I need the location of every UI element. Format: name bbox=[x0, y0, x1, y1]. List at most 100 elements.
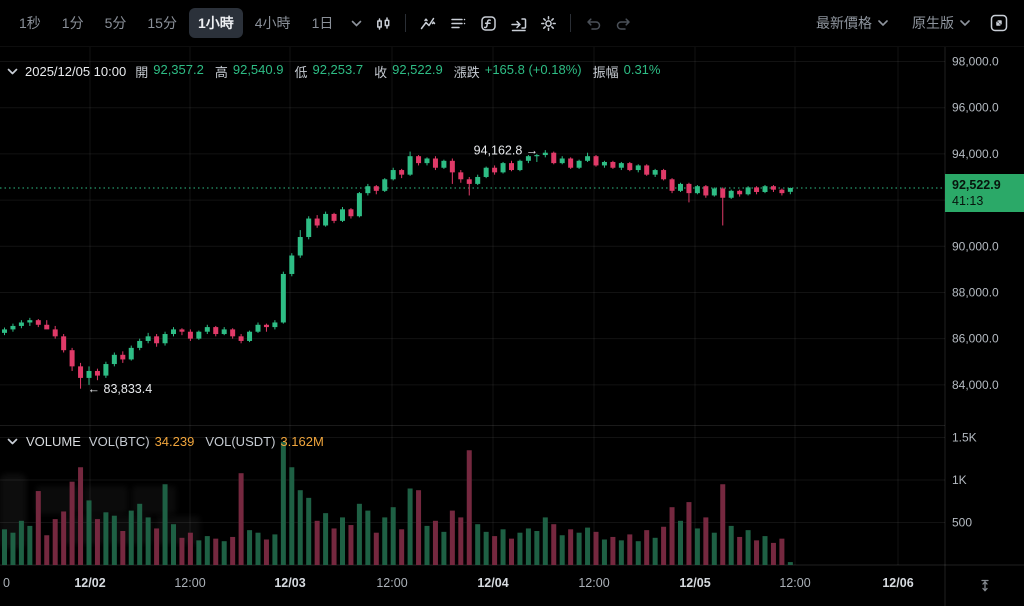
volume-bar bbox=[314, 520, 320, 565]
candle-body bbox=[247, 331, 253, 341]
volume-bar bbox=[762, 536, 768, 565]
volume-bar bbox=[44, 535, 50, 565]
candle-body bbox=[652, 170, 658, 175]
time-axis[interactable] bbox=[0, 565, 945, 606]
volume-bar bbox=[509, 538, 514, 565]
volume-bar bbox=[179, 537, 185, 565]
volume-bar bbox=[78, 467, 84, 565]
candle-body bbox=[230, 329, 236, 337]
list-settings-button[interactable] bbox=[443, 8, 473, 38]
volume-bar bbox=[661, 526, 667, 565]
volume-label: VOL(BTC) bbox=[88, 434, 150, 449]
candle-body bbox=[559, 158, 565, 164]
volume-bar bbox=[441, 531, 447, 565]
timeframe-button-1[interactable]: 1分 bbox=[61, 15, 84, 31]
tool-icon-group bbox=[368, 8, 638, 38]
price-axis[interactable] bbox=[945, 47, 1024, 565]
candlestick-style-button[interactable] bbox=[368, 8, 398, 38]
candle-body bbox=[618, 163, 624, 168]
candle-body bbox=[44, 324, 50, 330]
candle-body bbox=[238, 336, 244, 341]
volume-tick-label: 1K bbox=[952, 473, 967, 487]
axis-resize-corner[interactable] bbox=[945, 565, 1024, 606]
volume-bar bbox=[627, 534, 633, 565]
volume-bar bbox=[525, 528, 531, 565]
candle-body bbox=[52, 329, 58, 337]
timeframe-button-2[interactable]: 5分 bbox=[104, 15, 127, 31]
candle-body bbox=[255, 324, 261, 332]
timeframe-button-5[interactable]: 4小時 bbox=[254, 15, 291, 31]
candle-body bbox=[720, 188, 726, 198]
volume-bar bbox=[348, 525, 354, 565]
volume-bar bbox=[356, 503, 362, 565]
volume-bar bbox=[754, 540, 760, 565]
timeframe-button-0[interactable]: 1秒 bbox=[19, 15, 41, 31]
candle-body bbox=[466, 179, 472, 184]
timeframe-button-4[interactable]: 1小時 bbox=[188, 8, 243, 38]
volume-bar bbox=[652, 537, 658, 565]
candle-body bbox=[356, 193, 362, 217]
high-annotation: 94,162.8 → bbox=[474, 144, 539, 158]
volume-bar bbox=[331, 528, 337, 565]
price-tick-label: 98,000.0 bbox=[952, 55, 999, 69]
candle-body bbox=[340, 209, 345, 221]
candle-body bbox=[263, 324, 269, 328]
candle-body bbox=[703, 186, 709, 196]
timeframe-button-3[interactable]: 15分 bbox=[147, 15, 177, 31]
candle-body bbox=[635, 165, 641, 171]
indicators-button[interactable] bbox=[413, 8, 443, 38]
volume-value: 3.162M bbox=[280, 434, 324, 449]
ohlc-label: 低 bbox=[294, 65, 308, 80]
candle-body bbox=[137, 340, 143, 348]
volume-field: VOL(BTC) 34.239 bbox=[89, 434, 194, 449]
price-tick-label: 88,000.0 bbox=[952, 285, 999, 299]
volume-value: 34.239 bbox=[154, 434, 195, 449]
volume-bar bbox=[635, 541, 641, 565]
version-dropdown[interactable]: 原生版 bbox=[902, 9, 980, 37]
volume-bar bbox=[585, 527, 591, 565]
volume-bar bbox=[466, 450, 472, 565]
collapse-chevron-icon[interactable] bbox=[7, 68, 18, 75]
candle-body bbox=[475, 176, 481, 184]
settings-gear-button[interactable] bbox=[533, 8, 563, 38]
volume-bar bbox=[69, 481, 75, 565]
volume-bar bbox=[711, 532, 717, 565]
candle-body bbox=[154, 336, 160, 344]
candle-body bbox=[449, 160, 455, 173]
volume-bar bbox=[779, 538, 785, 565]
latest-price-dropdown[interactable]: 最新價格 bbox=[806, 9, 898, 37]
collapse-chevron-icon[interactable] bbox=[7, 438, 18, 445]
time-tick-label: 12/02 bbox=[74, 576, 105, 590]
volume-bar bbox=[35, 491, 41, 565]
fullscreen-button[interactable] bbox=[984, 8, 1014, 38]
volume-bar bbox=[373, 532, 379, 565]
volume-bar bbox=[263, 539, 269, 565]
undo-button[interactable] bbox=[578, 8, 608, 38]
save-layout-button[interactable] bbox=[503, 8, 533, 38]
volume-bar bbox=[492, 536, 498, 565]
function-button[interactable] bbox=[473, 8, 503, 38]
price-tick-label: 86,000.0 bbox=[952, 332, 999, 346]
volume-label: VOL(USDT) bbox=[205, 434, 276, 449]
candle-body bbox=[576, 160, 582, 168]
price-tick-label: 84,000.0 bbox=[952, 378, 999, 392]
volume-bar bbox=[213, 538, 219, 565]
candle-body bbox=[306, 218, 312, 238]
volume-bar bbox=[230, 536, 236, 565]
timeframe-dropdown[interactable] bbox=[345, 16, 368, 31]
volume-bar bbox=[449, 510, 455, 565]
candle-body bbox=[2, 329, 7, 333]
ohlc-value: 92,540.9 bbox=[232, 62, 284, 77]
volume-bar bbox=[770, 542, 776, 565]
candle-body bbox=[297, 237, 303, 256]
volume-bar bbox=[686, 502, 692, 565]
timeframe-button-6[interactable]: 1日 bbox=[311, 15, 334, 31]
time-tick-label: 12/06 bbox=[882, 576, 913, 590]
volume-bar bbox=[137, 503, 143, 565]
volume-bar bbox=[424, 525, 430, 565]
time-tick-label: 12:00 bbox=[578, 576, 609, 590]
redo-button[interactable] bbox=[608, 8, 638, 38]
candle-body bbox=[196, 331, 202, 339]
candle-body bbox=[568, 158, 574, 168]
